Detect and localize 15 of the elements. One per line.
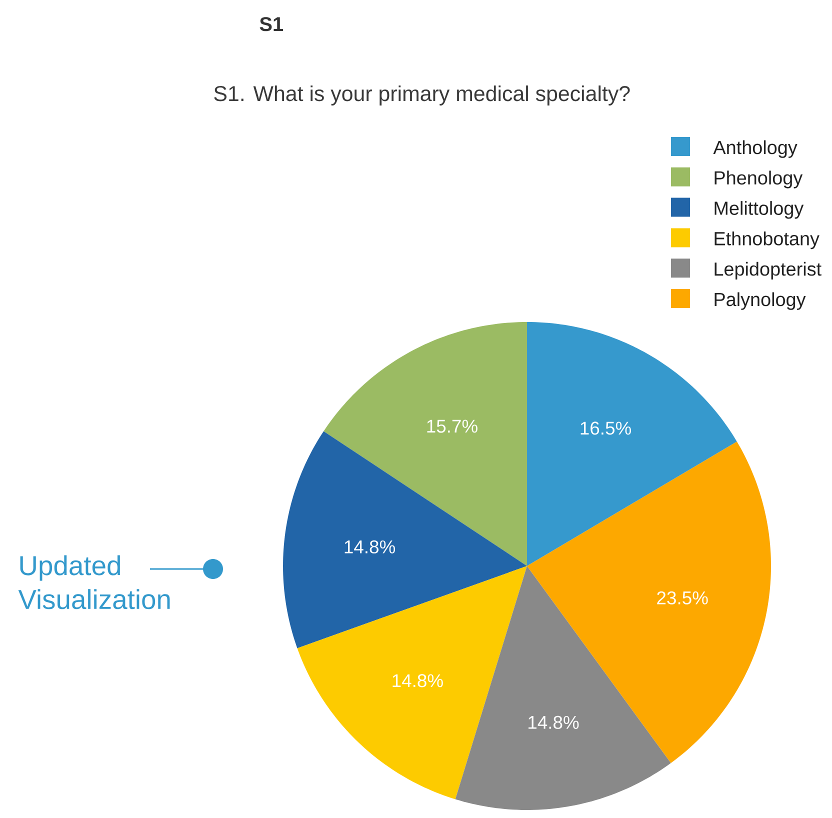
data-label: 14.8%: [528, 716, 579, 729]
data-label: 14.8%: [392, 674, 443, 688]
legend-label: Ethnobotany: [714, 231, 820, 250]
text: Updated Visualization: [18, 555, 170, 610]
chart-title: S1: [260, 17, 284, 32]
legend-label: Palynology: [714, 292, 806, 310]
legend-label: Melittology: [714, 201, 804, 219]
data-label: 16.5%: [580, 422, 631, 435]
data-label: 15.7%: [427, 420, 478, 433]
legend-label: Lepidopterist: [714, 262, 822, 280]
legend-label: Phenology: [714, 170, 803, 188]
data-label: 23.5%: [657, 591, 708, 604]
chart-subtitle: S1. What is your primary medical specialty?: [214, 85, 630, 106]
legend-label: Anthology: [713, 140, 798, 158]
data-label: 14.8%: [344, 540, 396, 554]
